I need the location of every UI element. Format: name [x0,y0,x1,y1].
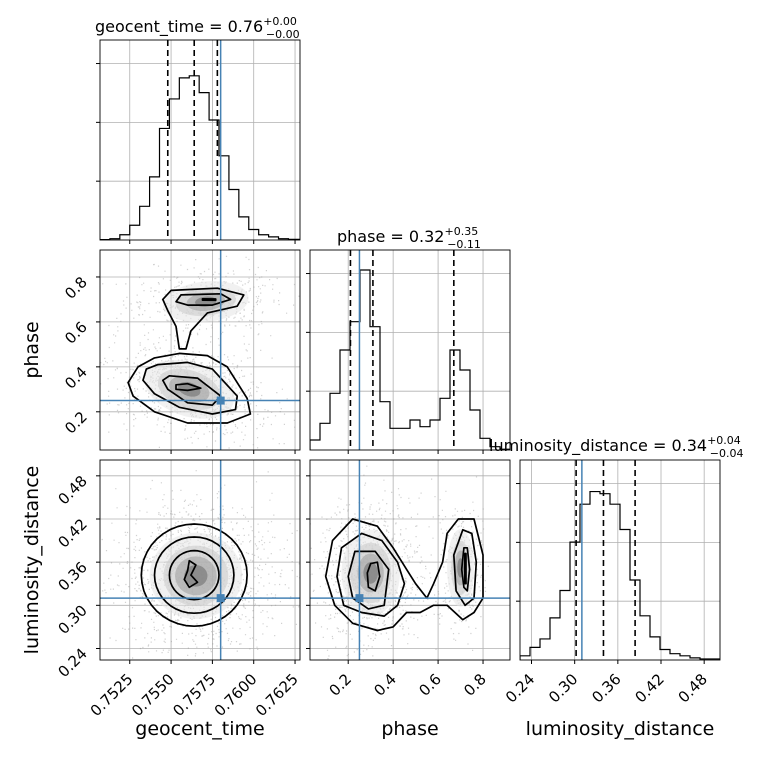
truth-marker [216,396,225,405]
panel-frame-p11 [309,249,511,451]
title-geocent-time: geocent_time = 0.76+0.00 −0.00 [95,15,300,41]
ylabel-luminosity-distance: luminosity_distance [21,466,43,655]
contour-mid-low [142,361,239,415]
tick-label-geocent_time: 0.7575 [169,670,219,720]
tick-label-phase: 0.8 [61,273,91,303]
sample-points [100,255,300,449]
contour-mid-c2 [452,528,478,607]
histogram-luminosity_distance [520,490,720,660]
grid-layer [100,40,720,660]
ylabel-phase: phase [21,321,43,378]
contour-inner-low [161,374,222,406]
title-luminosity-distance: luminosity_distance = 0.34+0.04 −0.04 [489,434,744,460]
truth-marker [355,594,364,603]
contour-outer-c [324,518,484,632]
contour-inner-c2 [460,546,471,592]
tick-label-luminosity_distance: 0.48 [675,670,711,706]
tick-label-luminosity_distance: 0.36 [54,558,90,594]
tick-label-luminosity_distance: 0.24 [54,645,90,681]
xlabel-geocent-time: geocent_time [135,718,264,740]
tick-label-luminosity_distance: 0.48 [54,472,90,508]
tick-label-phase: 0.2 [325,670,355,700]
tick-label-phase: 0.6 [61,318,91,348]
contour-mid-c [336,532,406,617]
histogram-geocent_time [100,75,300,240]
tick-label-phase: 0.6 [415,670,445,700]
tick-label-luminosity_distance: 0.30 [545,670,581,706]
tick-label-geocent_time: 0.7525 [87,670,137,720]
panel-frame-p22 [519,459,721,661]
histogram-phase [310,269,510,450]
density-layer [100,255,489,660]
tick-label-geocent_time: 0.7625 [252,670,302,720]
titles-layer: geocent_time = 0.76+0.00 −0.00 phase = 0.… [95,15,744,460]
scatter-luminosity_distance-vs-phase [310,465,489,660]
panel-frame-p00 [99,39,301,241]
tick-label-geocent_time: 0.7600 [211,670,261,720]
frames-layer [99,39,721,661]
panel-frame-p20 [99,459,301,661]
contour-mid-b [153,536,235,615]
panel-frame-p21 [309,459,511,661]
marks-layer [100,40,720,660]
contour-core-c2 [463,552,467,585]
scatter-phase-vs-geocent_time [100,255,300,449]
tick-label-luminosity_distance: 0.36 [588,670,624,706]
contour-core-high [201,297,217,302]
density-shade [184,565,208,587]
tick-label-luminosity_distance: 0.42 [54,515,90,551]
tick-label-phase: 0.2 [61,408,91,438]
title-phase: phase = 0.32+0.35 −0.11 [337,225,481,251]
contour-outer-low [127,352,252,424]
tick-label-luminosity_distance: 0.42 [631,670,667,706]
axis-titles-layer: geocent_time phase luminosity_distance p… [21,321,714,740]
contour-inner-b [168,549,220,601]
tick-label-phase: 0.8 [460,670,490,700]
tick-label-geocent_time: 0.7550 [128,670,178,720]
xlabel-phase: phase [381,718,438,740]
contour-outer-high [161,287,245,350]
contour-inner-c [347,550,390,610]
truth-marker [216,594,225,603]
contour-core-c [366,561,381,592]
contour-core-b [183,559,199,589]
tick-label-luminosity_distance: 0.24 [502,670,538,706]
panel-frame-p10 [99,249,301,451]
tick-label-luminosity_distance: 0.30 [54,601,90,637]
contour-core-low [175,382,202,392]
tick-label-phase: 0.4 [61,363,91,393]
tick-label-phase: 0.4 [370,670,400,700]
xlabel-luminosity-distance: luminosity_distance [526,718,715,740]
